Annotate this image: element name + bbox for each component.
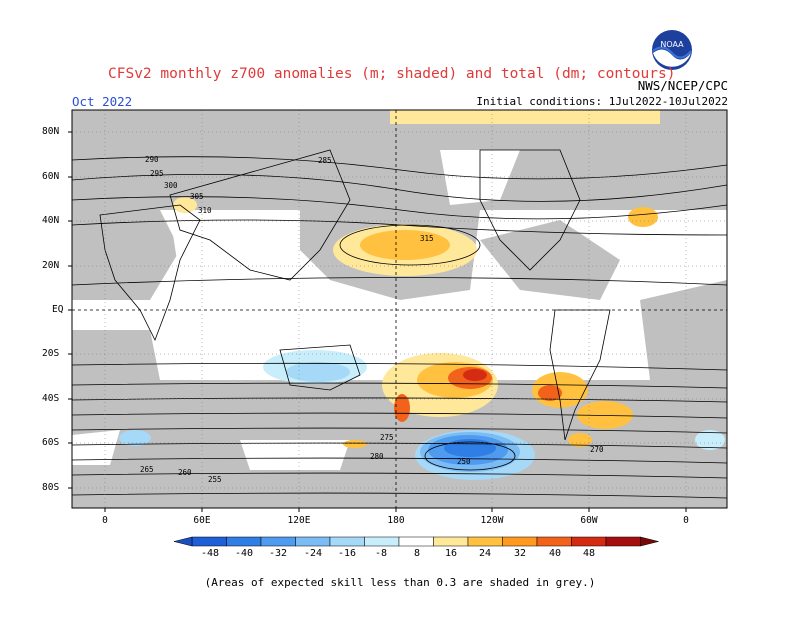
colorbar-swatch [502,536,538,547]
noaa-logo: NOAA [651,29,693,71]
lat-label-40n: 40N [42,215,60,226]
contour-label: 270 [590,445,604,454]
lon-label-180: 180 [387,515,405,526]
colorbar-swatch [191,536,227,547]
contour-label: 255 [208,475,222,484]
colorbar-swatch [295,536,331,547]
colorbar-low-arrow [173,536,193,547]
colorbar-swatch [260,536,296,547]
lon-label-60e: 60E [193,515,211,526]
contour-label: 280 [370,452,384,461]
contour-label: 300 [164,181,178,190]
logo-text: NOAA [660,40,684,49]
lon-label-120e: 120E [287,515,311,526]
lon-label-120w: 120W [480,515,504,526]
lon-label-60w: 60W [580,515,598,526]
colorbar-label: 8 [413,548,421,559]
colorbar-swatch [571,536,607,547]
colorbar-swatch [605,536,641,547]
colorbar-swatch [536,536,572,547]
colorbar-swatch [226,536,262,547]
lat-label-60n: 60N [42,171,60,182]
contour-label: 305 [190,192,204,201]
contour-label: 250 [457,457,471,466]
colorbar-label: 32 [513,548,527,559]
colorbar-swatch [433,536,469,547]
height-contours [72,156,727,499]
lat-label-60s: 60S [42,437,60,448]
skill-note: (Areas of expected skill less than 0.3 a… [204,576,596,589]
lat-label-eq: EQ [52,304,64,315]
colorbar-label: -8 [374,548,388,559]
contour-label-group: 285 290 295 300 305 310 315 280 275 270 … [140,155,604,484]
colorbar-label: -24 [303,548,323,559]
colorbar-swatch [329,536,365,547]
lat-label-80s: 80S [42,482,60,493]
lon-label-0-east: 0 [683,515,689,526]
contour-label: 285 [318,156,332,165]
colorbar-swatch [467,536,503,547]
colorbar-label: -32 [268,548,288,559]
contour-label: 290 [145,155,159,164]
axis-ticks [68,131,687,512]
lat-label-80n: 80N [42,126,60,137]
contour-label: 260 [178,468,192,477]
lat-label-20s: 20S [42,348,60,359]
contour-label: 265 [140,465,154,474]
contour-label: 315 [420,234,434,243]
lat-label-40s: 40S [42,393,60,404]
colorbar-label: 16 [444,548,458,559]
lon-label-0: 0 [102,515,108,526]
map-frame [71,109,728,509]
colorbar-label: -40 [234,548,254,559]
forecast-month: Oct 2022 [72,94,133,109]
colorbar-label: -16 [337,548,357,559]
colorbar-label: 24 [478,548,492,559]
colorbar [173,536,659,547]
contour-label: 295 [150,169,164,178]
contour-label: 275 [380,433,394,442]
contour-label: 310 [198,206,212,215]
colorbar-swatch [364,536,400,547]
colorbar-label: 48 [582,548,596,559]
lat-label-20n: 20N [42,260,60,271]
coastlines [99,149,611,441]
colorbar-high-arrow [640,536,659,547]
map-title: CFSv2 monthly z700 anomalies (m; shaded)… [108,66,676,82]
colorbar-swatch [398,536,434,547]
colorbar-label: 40 [548,548,562,559]
organization-label: NWS/NCEP/CPC [637,78,728,93]
colorbar-label: -48 [200,548,220,559]
initial-conditions: Initial conditions: 1Jul2022-10Jul2022 [476,95,728,108]
